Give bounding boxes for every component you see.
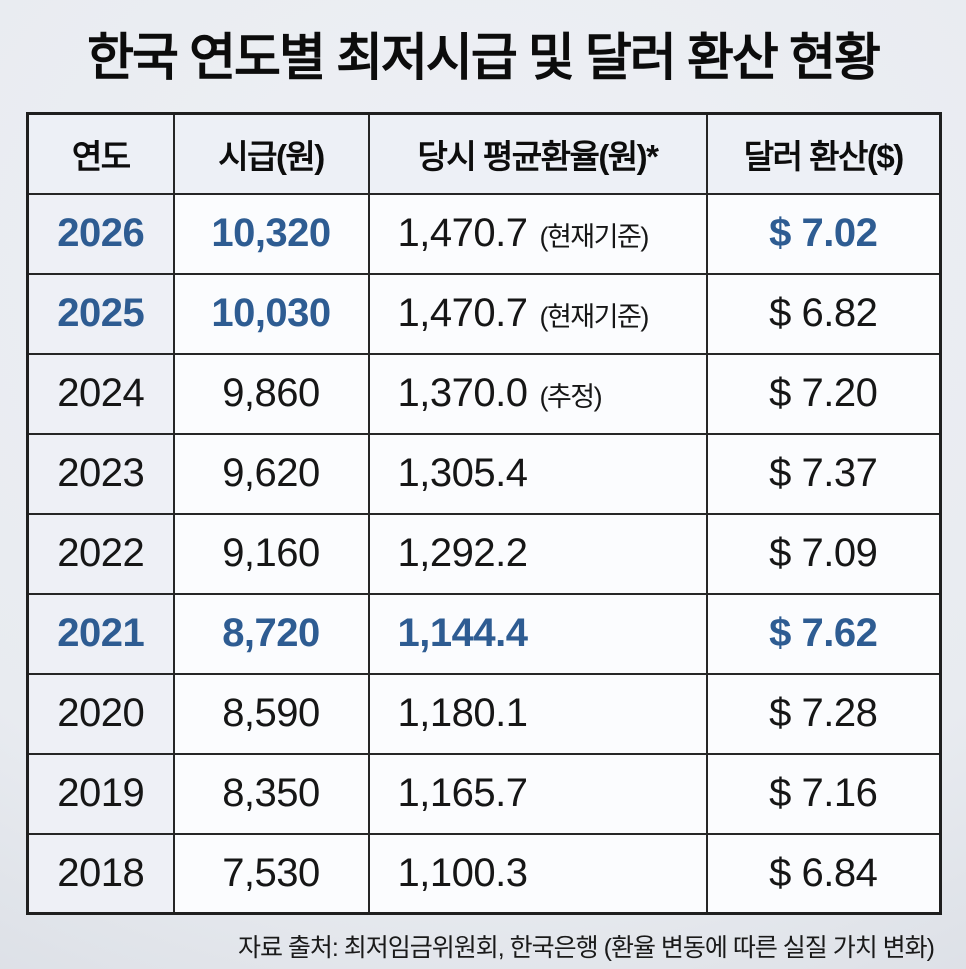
source-note: 자료 출처: 최저임금위원회, 한국은행 (환율 변동에 따른 실질 가치 변화… (237, 934, 935, 962)
rate-value: 1,144.4 (397, 611, 528, 655)
year-cell: 2018 (26, 832, 175, 915)
table-row: 2025 10,030 1,470.7 (현재기준) $ 6.82 (26, 272, 942, 355)
rate-value: 1,292.2 (397, 531, 528, 575)
rate-value: 1,470.7 (397, 211, 528, 255)
table-row: 2023 9,620 1,305.4 $ 7.37 (26, 432, 942, 515)
rate-cell: 1,305.4 (367, 432, 708, 515)
rate-value: 1,180.1 (397, 691, 528, 735)
year-cell: 2024 (26, 352, 175, 435)
rate-value: 1,100.3 (397, 850, 528, 895)
rate-cell: 1,292.2 (367, 512, 708, 595)
wage-cell: 8,350 (172, 752, 370, 835)
wage-cell: 9,860 (172, 352, 370, 435)
page-title: 한국 연도별 최저시급 및 달러 환산 현황 (87, 29, 881, 86)
rate-cell: 1,470.7 (현재기준) (367, 272, 708, 355)
col-header-year: 연도 (26, 112, 175, 195)
rate-note: (현재기준) (539, 302, 649, 332)
usd-cell: $ 6.84 (705, 832, 942, 915)
rate-cell: 1,165.7 (367, 752, 708, 835)
table-row: 2019 8,350 1,165.7 $ 7.16 (26, 752, 942, 835)
wage-cell: 9,620 (172, 432, 370, 515)
wage-cell: 10,320 (172, 192, 370, 275)
table-header-row: 연도 시급(원) 당시 평균환율(원)* 달러 환산($) (26, 112, 942, 195)
usd-cell: $ 7.02 (705, 192, 942, 275)
year-cell: 2026 (26, 192, 175, 275)
usd-cell: $ 7.37 (705, 432, 942, 515)
table-row: 2020 8,590 1,180.1 $ 7.28 (26, 672, 942, 755)
year-cell: 2022 (26, 512, 175, 595)
year-cell: 2023 (26, 432, 175, 515)
rate-note: (현재기준) (539, 222, 649, 252)
rate-cell: 1,470.7 (현재기준) (367, 192, 708, 275)
wage-cell: 10,030 (172, 272, 370, 355)
year-cell: 2021 (26, 592, 175, 675)
rate-cell: 1,100.3 (367, 832, 708, 915)
usd-cell: $ 6.82 (705, 272, 942, 355)
year-cell: 2025 (26, 272, 175, 355)
rate-value: 1,470.7 (397, 291, 528, 335)
col-header-usd: 달러 환산($) (705, 112, 942, 195)
rate-value: 1,165.7 (397, 771, 528, 815)
rate-cell: 1,370.0 (추정) (367, 352, 708, 435)
rate-value: 1,305.4 (397, 451, 528, 495)
wage-cell: 8,590 (172, 672, 370, 755)
col-header-wage: 시급(원) (172, 112, 370, 195)
year-cell: 2019 (26, 752, 175, 835)
table-row: 2018 7,530 1,100.3 $ 6.84 (26, 832, 942, 915)
rate-note: (추정) (539, 382, 602, 412)
usd-cell: $ 7.62 (705, 592, 942, 675)
year-cell: 2020 (26, 672, 175, 755)
wage-cell: 7,530 (172, 832, 370, 915)
rate-value: 1,370.0 (397, 371, 528, 415)
table-row: 2024 9,860 1,370.0 (추정) $ 7.20 (26, 352, 942, 435)
table-row: 2026 10,320 1,470.7 (현재기준) $ 7.02 (26, 192, 942, 275)
usd-cell: $ 7.09 (705, 512, 942, 595)
usd-cell: $ 7.16 (705, 752, 942, 835)
usd-cell: $ 7.20 (705, 352, 942, 435)
table-row: 2021 8,720 1,144.4 $ 7.62 (26, 592, 942, 675)
col-header-exchange-rate: 당시 평균환율(원)* (367, 112, 708, 195)
usd-cell: $ 7.28 (705, 672, 942, 755)
table-row: 2022 9,160 1,292.2 $ 7.09 (26, 512, 942, 595)
wage-cell: 8,720 (172, 592, 370, 675)
table-body: 2026 10,320 1,470.7 (현재기준) $ 7.02 2025 10… (26, 192, 942, 915)
wage-cell: 9,160 (172, 512, 370, 595)
minimum-wage-table: 연도 시급(원) 당시 평균환율(원)* 달러 환산($) 2026 10,32… (26, 112, 942, 915)
rate-cell: 1,180.1 (367, 672, 708, 755)
rate-cell: 1,144.4 (367, 592, 708, 675)
